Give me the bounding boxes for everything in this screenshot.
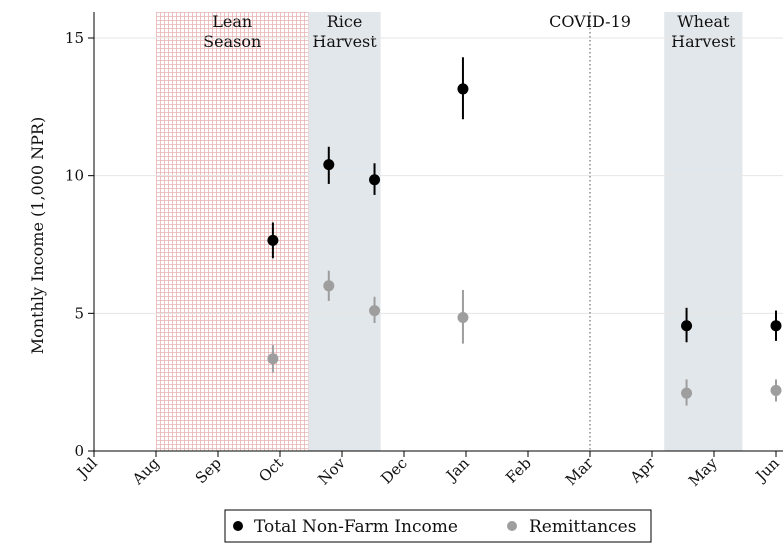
point-total-non-farm-income — [457, 83, 469, 95]
point-total-non-farm-income — [267, 234, 279, 246]
x-tick-label-sep: Sep — [192, 454, 225, 487]
band-label: Season — [203, 32, 261, 51]
y-axis-title: Monthly Income (1,000 NPR) — [28, 117, 47, 354]
legend-marker-remittances — [507, 521, 517, 531]
legend-box — [224, 509, 652, 543]
legend-marker-total-non-farm-income — [233, 521, 243, 531]
x-tick-label-jun: Jun — [751, 454, 783, 486]
x-tick-label-jan: Jan — [441, 454, 473, 486]
band-label: Lean — [212, 12, 252, 31]
data-marks — [267, 57, 782, 406]
point-remittances — [323, 280, 335, 292]
x-tick-label-feb: Feb — [502, 454, 535, 487]
point-total-non-farm-income — [770, 320, 782, 332]
event-lines: COVID-19 — [549, 12, 631, 451]
x-tick-label-may: May — [685, 454, 721, 490]
point-total-non-farm-income — [323, 159, 335, 171]
band-label: Wheat — [677, 12, 730, 31]
band-rice-harvest — [308, 12, 381, 451]
point-total-non-farm-income — [369, 174, 381, 186]
x-tick-label-nov: Nov — [314, 454, 349, 489]
band-lean-season — [156, 12, 309, 451]
band-label: Harvest — [312, 32, 377, 51]
x-tick-label-apr: Apr — [626, 454, 660, 488]
y-tick-label: 0 — [74, 442, 84, 460]
legend: Total Non-Farm Income Remittances — [224, 509, 652, 543]
point-remittances — [770, 384, 782, 396]
legend-label-total-non-farm-income: Total Non-Farm Income — [254, 517, 458, 537]
y-tick-label: 15 — [65, 29, 84, 47]
gridlines — [94, 37, 783, 314]
point-remittances — [457, 311, 469, 323]
point-remittances — [267, 353, 279, 365]
x-tick-label-mar: Mar — [562, 454, 598, 490]
x-tick-label-dec: Dec — [377, 454, 410, 487]
point-remittances — [369, 305, 381, 317]
y-tick-label: 10 — [65, 167, 84, 185]
band-label: Harvest — [671, 32, 736, 51]
band-label: Rice — [327, 12, 363, 31]
legend-label-remittances: Remittances — [529, 517, 636, 537]
x-tick-label-aug: Aug — [128, 454, 163, 489]
point-remittances — [681, 387, 693, 399]
band-wheat-harvest — [664, 12, 743, 451]
x-tick-label-oct: Oct — [255, 454, 287, 486]
event-label-covid-19: COVID-19 — [549, 12, 631, 31]
point-total-non-farm-income — [681, 320, 693, 332]
y-tick-label: 5 — [74, 304, 84, 322]
